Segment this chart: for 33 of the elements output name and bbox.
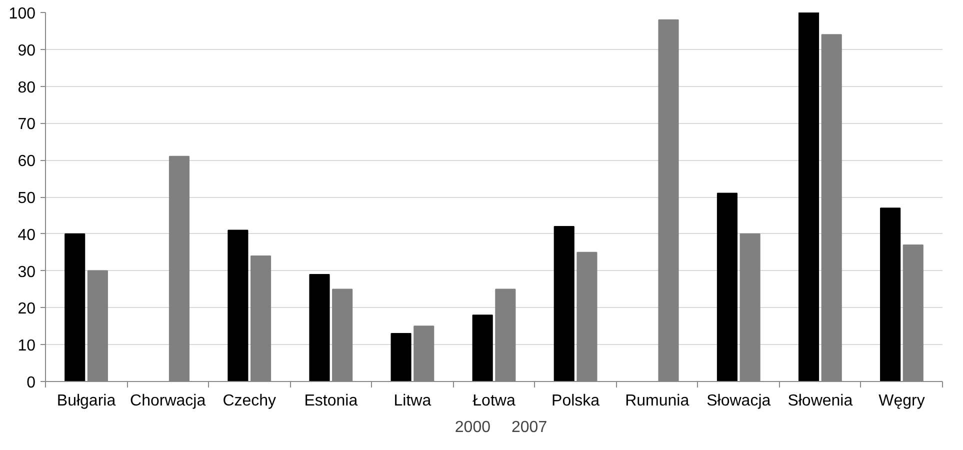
bar xyxy=(228,230,248,382)
bar xyxy=(880,208,901,382)
x-tick-label: Słowenia xyxy=(788,392,853,410)
x-tick-label: Bułgaria xyxy=(56,392,116,410)
y-tick-label: 30 xyxy=(18,264,36,281)
x-tick-label: Słowacja xyxy=(706,392,771,410)
y-tick-label: 80 xyxy=(18,79,36,96)
bar xyxy=(64,233,86,382)
bar xyxy=(309,274,330,382)
x-tick-label: Węgry xyxy=(878,392,925,410)
text: 2007 xyxy=(512,419,548,437)
bar xyxy=(798,12,820,382)
y-tick-label: 50 xyxy=(18,190,36,207)
y-tick-label: 40 xyxy=(18,226,36,244)
y-tick-label: 20 xyxy=(18,300,36,318)
y-tick-label: 0 xyxy=(26,374,36,392)
x-tick-label: Litwa xyxy=(394,392,432,410)
x-tick-label: Chorwacja xyxy=(130,392,206,410)
y-tick-label: 70 xyxy=(18,116,36,134)
y-tick-label: 60 xyxy=(18,153,36,170)
x-tick-label: Polska xyxy=(552,392,600,410)
x-tick-label: Łotwa xyxy=(472,392,516,410)
bar xyxy=(472,314,493,382)
x-tick-label: Czechy xyxy=(222,392,276,410)
y-tick-label: 90 xyxy=(18,42,36,60)
bar xyxy=(554,226,574,382)
text: 2000 xyxy=(454,419,490,437)
y-tick-label: 10 xyxy=(18,338,36,355)
bar xyxy=(716,192,738,382)
bar xyxy=(390,333,412,382)
y-tick-label: 100 xyxy=(8,6,36,22)
x-tick-label: Estonia xyxy=(304,392,358,410)
x-tick-label: Rumunia xyxy=(625,392,690,410)
